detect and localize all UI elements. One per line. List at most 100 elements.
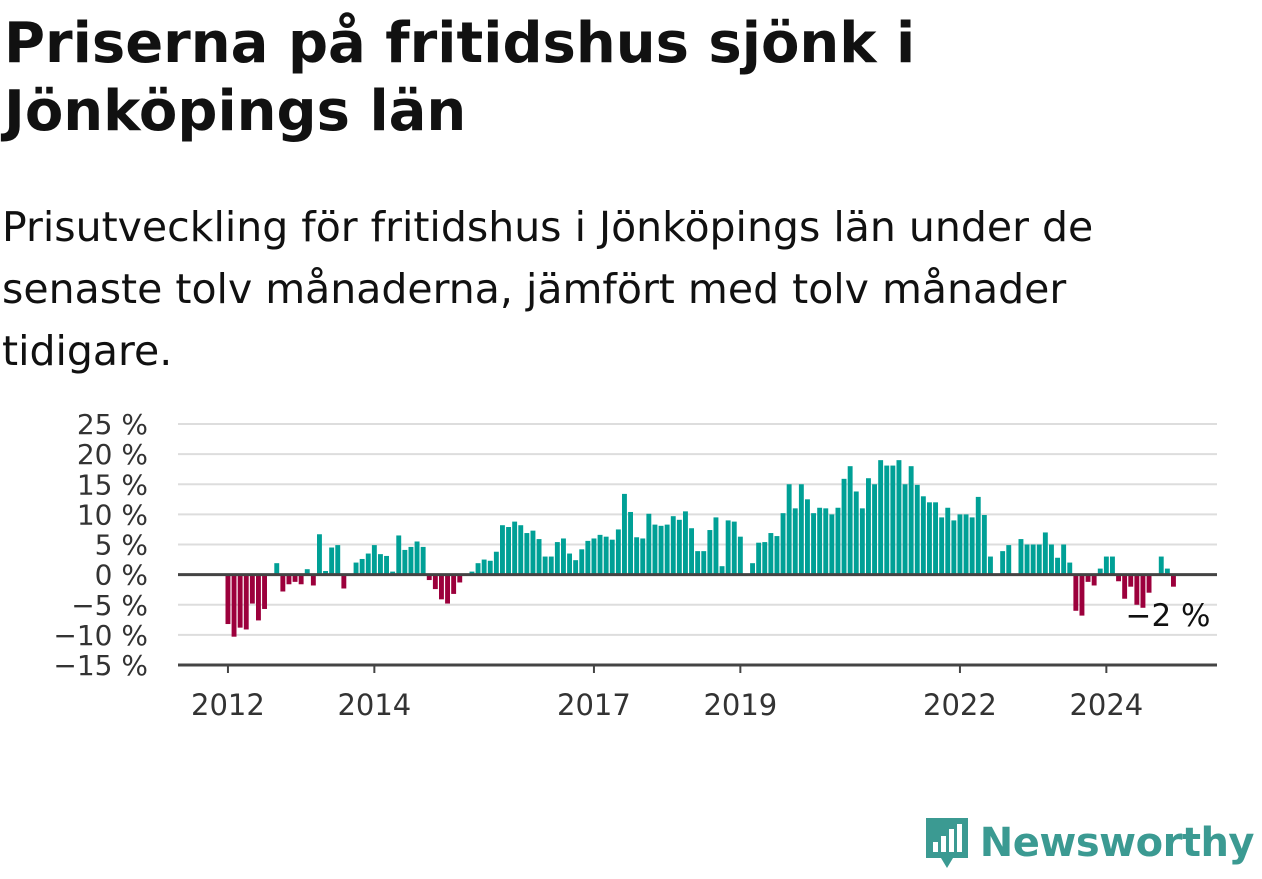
bar [353, 562, 359, 575]
bar [554, 542, 560, 575]
bar [518, 525, 524, 575]
bar [701, 551, 707, 575]
bar [951, 520, 957, 575]
bar [829, 514, 835, 575]
bar [530, 530, 536, 575]
bar [304, 569, 310, 575]
bar [1140, 574, 1146, 608]
bar [628, 511, 633, 575]
bar [262, 574, 267, 609]
bar [725, 520, 731, 575]
bar [1049, 544, 1054, 575]
x-axis-tick-labels: 2012 2014 2017 2019 2022 2024 [191, 665, 1143, 722]
bar [1055, 557, 1060, 575]
bar [1158, 556, 1164, 575]
bar [640, 538, 646, 575]
bar [475, 563, 481, 575]
bar [329, 547, 335, 575]
bar [902, 484, 908, 575]
bar [1128, 574, 1134, 587]
bar [1000, 551, 1006, 575]
bar [615, 529, 621, 575]
bar [853, 491, 859, 575]
bar [1134, 574, 1140, 605]
bar [384, 555, 389, 575]
bar [323, 571, 328, 575]
bar [249, 574, 255, 604]
bar [548, 556, 554, 575]
x-tick-label: 2014 [337, 688, 411, 722]
bar [927, 502, 932, 575]
x-tick-label: 2022 [923, 688, 997, 722]
bar [1036, 544, 1042, 575]
bar [988, 556, 993, 575]
bar [609, 539, 615, 575]
bar [1164, 568, 1170, 575]
bar [439, 574, 444, 600]
bar [878, 460, 884, 575]
bar [310, 574, 316, 586]
y-tick-label: −15 % [53, 649, 148, 682]
bar [945, 507, 951, 575]
bar [298, 574, 304, 585]
bar [756, 542, 762, 575]
y-tick-label: 0 % [95, 559, 148, 592]
bar [341, 574, 347, 589]
bar [402, 549, 408, 575]
bar [847, 466, 853, 575]
bar [1146, 574, 1152, 593]
bar [884, 465, 890, 575]
bar [481, 559, 487, 575]
bar [762, 542, 768, 575]
bar [1006, 545, 1012, 575]
bar [957, 514, 963, 575]
bar [914, 484, 920, 575]
bar [536, 539, 542, 575]
bar [1171, 574, 1176, 587]
y-tick-label: 25 % [77, 408, 148, 441]
bar [561, 538, 566, 575]
bar [975, 496, 981, 575]
bar-chart: 25 %20 %15 %10 %5 %0 %−5 %−10 %−15 % 201… [53, 408, 1217, 722]
bar [1061, 544, 1067, 575]
y-tick-label: 5 % [95, 529, 148, 562]
x-tick-label: 2024 [1069, 688, 1143, 722]
bar [1085, 574, 1091, 582]
bar [237, 574, 243, 628]
bar [414, 541, 420, 575]
bar [676, 519, 682, 575]
bar [378, 554, 383, 575]
bar [408, 546, 414, 575]
bar [890, 465, 896, 575]
bar [658, 525, 664, 575]
bar [872, 484, 877, 575]
bar [908, 466, 914, 575]
x-tick-label: 2019 [703, 688, 777, 722]
bar [542, 556, 548, 575]
bar [750, 563, 755, 575]
bar [1116, 574, 1121, 582]
bar [664, 524, 670, 575]
bar [579, 549, 585, 575]
bar [896, 460, 902, 575]
y-tick-label: 15 % [77, 468, 148, 501]
bar [707, 530, 713, 575]
last-value-label: −2 % [1125, 598, 1210, 634]
bar [585, 540, 591, 575]
bar [591, 538, 597, 575]
bar [719, 566, 725, 575]
y-tick-label: −5 % [71, 589, 148, 622]
bar [457, 574, 463, 583]
bar [359, 558, 365, 575]
bar [969, 517, 975, 575]
bar [493, 551, 499, 575]
bar [963, 514, 969, 575]
axes [178, 573, 1217, 667]
x-tick-label: 2017 [557, 688, 631, 722]
bar [780, 513, 786, 575]
bar [286, 574, 292, 585]
bar [1079, 574, 1085, 616]
y-tick-label: 10 % [77, 498, 148, 531]
newsworthy-logo: Newsworthy [922, 815, 1255, 871]
bar [396, 535, 402, 575]
